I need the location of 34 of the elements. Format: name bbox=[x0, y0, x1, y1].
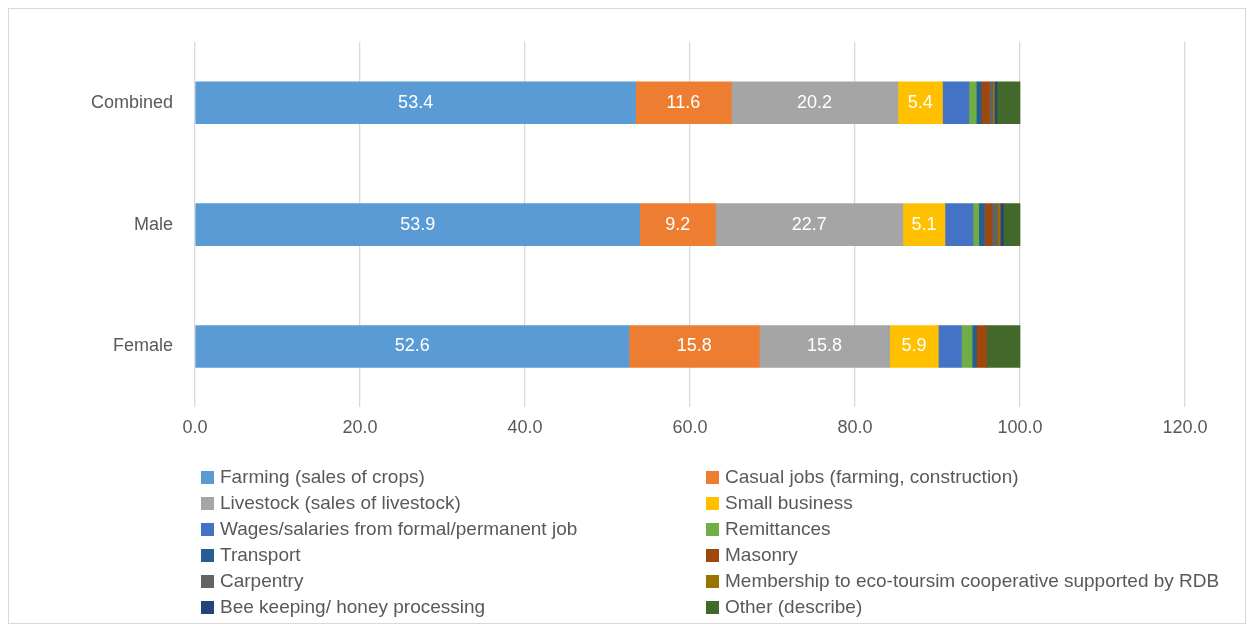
data-label: 15.8 bbox=[676, 335, 712, 356]
x-tick-label: 100.0 bbox=[997, 417, 1043, 438]
legend-label: Other (describe) bbox=[725, 596, 863, 618]
legend-label: Transport bbox=[220, 544, 301, 566]
data-label: 22.7 bbox=[791, 213, 827, 234]
data-label: 20.2 bbox=[797, 91, 833, 112]
x-tick-label: 0.0 bbox=[182, 417, 208, 438]
data-label: 9.2 bbox=[665, 213, 691, 234]
x-tick-label: 20.0 bbox=[342, 417, 378, 438]
y-tick-label: Combined bbox=[91, 91, 174, 112]
y-tick-label: Female bbox=[113, 335, 174, 356]
x-tick-label: 80.0 bbox=[837, 417, 873, 438]
legend-label: Bee keeping/ honey processing bbox=[220, 596, 486, 618]
legend-label: Livestock (sales of livestock) bbox=[220, 492, 461, 514]
data-label: 15.8 bbox=[806, 335, 843, 356]
data-label: 11.6 bbox=[666, 91, 701, 112]
data-label: 5.9 bbox=[901, 335, 927, 356]
data-label: 5.1 bbox=[911, 213, 937, 234]
legend-label: Masonry bbox=[725, 544, 798, 566]
data-label: 52.6 bbox=[394, 335, 430, 356]
data-label: 53.9 bbox=[400, 213, 436, 234]
legend-label: Membership to eco-toursim cooperative supported by RDB bbox=[725, 570, 1220, 592]
x-tick-label: 120.0 bbox=[1162, 417, 1208, 438]
x-tick-label: 40.0 bbox=[507, 417, 543, 438]
x-tick-label: 60.0 bbox=[672, 417, 708, 438]
legend-label: Wages/salaries from formal/permanent job bbox=[220, 518, 578, 540]
legend-label: Carpentry bbox=[220, 570, 304, 592]
y-tick-label: Male bbox=[134, 213, 174, 234]
data-label: 53.4 bbox=[398, 91, 434, 112]
legend-label: Casual jobs (farming, construction) bbox=[725, 466, 1019, 488]
data-label: 5.4 bbox=[907, 91, 933, 112]
legend-label: Small business bbox=[725, 492, 853, 514]
legend-label: Remittances bbox=[725, 518, 831, 540]
legend-label: Farming (sales of crops) bbox=[220, 466, 425, 488]
